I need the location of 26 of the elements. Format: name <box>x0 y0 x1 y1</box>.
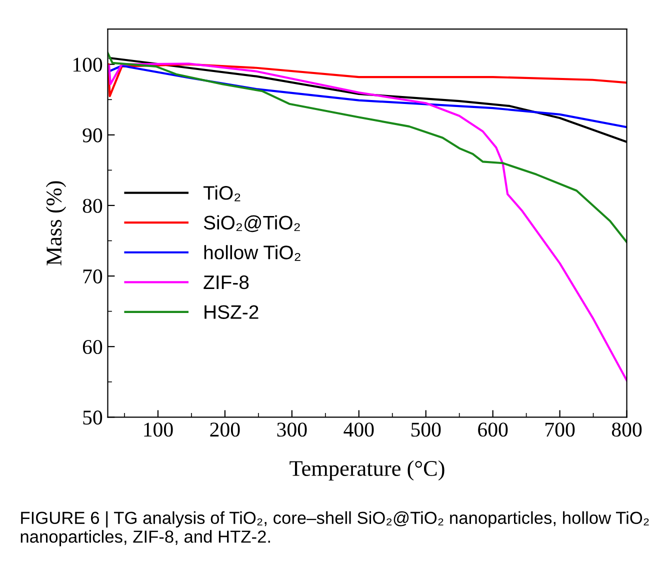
line-series <box>108 63 627 98</box>
x-tick-label: 100 <box>144 422 173 437</box>
y-tick-label: 90 <box>82 128 102 142</box>
x-tick-label: 500 <box>411 422 441 437</box>
line-series <box>108 52 627 244</box>
legend-label: SiO₂@TiO₂ <box>204 215 300 232</box>
legend-label: TiO₂ <box>203 186 240 202</box>
y-tick-label: 70 <box>83 269 102 284</box>
caption: FIGURE 6 | TG analysis of TiO₂, core–shell SiO₂@TiO₂ nanoparticles, hollow TiO₂ nanoparticles, ZIF-8, and HTZ-2. <box>20 511 649 546</box>
y-tick-label: 60 <box>82 340 102 354</box>
y-tick-label: 80 <box>82 198 102 213</box>
y-tick-label: 50 <box>83 410 102 425</box>
x-tick-label: 600 <box>478 422 508 437</box>
x-tick-label: 400 <box>344 422 374 437</box>
legend-label: hollow TiO₂ <box>204 245 300 261</box>
y-axis-title: Mass (%) <box>46 181 66 266</box>
x-tick-label: 300 <box>277 422 307 437</box>
x-tick-label: 700 <box>546 422 575 437</box>
legend-label: ZIF-8 <box>204 275 249 290</box>
x-tick-label: 200 <box>210 422 240 437</box>
legend-label: HSZ-2 <box>204 305 258 319</box>
y-tick-label: 100 <box>73 58 102 72</box>
line-series <box>108 64 627 128</box>
x-axis-title: Temperature (°C) <box>290 460 444 481</box>
line-series <box>108 62 627 382</box>
x-tick-label: 800 <box>612 422 642 437</box>
